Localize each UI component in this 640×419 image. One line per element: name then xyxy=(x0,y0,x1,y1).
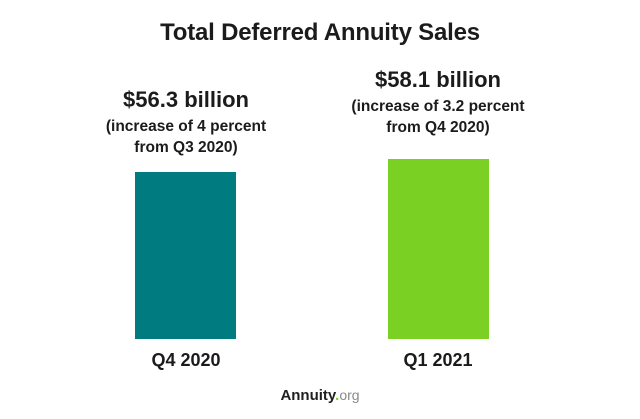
value-block-q1-2021: $58.1 billion (increase of 3.2 percent f… xyxy=(288,67,588,138)
brand-logo: Annuity.org xyxy=(0,387,640,404)
value-note-line1: (increase of 4 percent xyxy=(105,118,267,135)
value-note-line1: (increase of 3.2 percent xyxy=(351,98,525,115)
bar-q4-2020 xyxy=(135,172,236,339)
value-note-q1-2021: (increase of 3.2 percent from Q4 2020) xyxy=(288,96,588,138)
value-label-q4-2020: $56.3 billion xyxy=(123,87,249,112)
brand-tld: org xyxy=(339,387,360,403)
category-label-q1-2021: Q1 2021 xyxy=(403,350,473,370)
chart-title: Total Deferred Annuity Sales xyxy=(160,19,480,46)
value-block-q4-2020: $56.3 billion (increase of 4 percent fro… xyxy=(36,87,336,158)
brand-dot: . xyxy=(335,387,340,404)
bar-q1-2021 xyxy=(388,159,489,339)
brand-name: Annuity xyxy=(280,387,336,404)
category-label-q4-2020: Q4 2020 xyxy=(151,350,221,370)
value-note-line2: from Q3 2020) xyxy=(134,139,238,156)
value-label-q1-2021: $58.1 billion xyxy=(375,67,501,92)
value-note-q4-2020: (increase of 4 percent from Q3 2020) xyxy=(36,116,336,158)
value-note-line2: from Q4 2020) xyxy=(386,119,490,136)
